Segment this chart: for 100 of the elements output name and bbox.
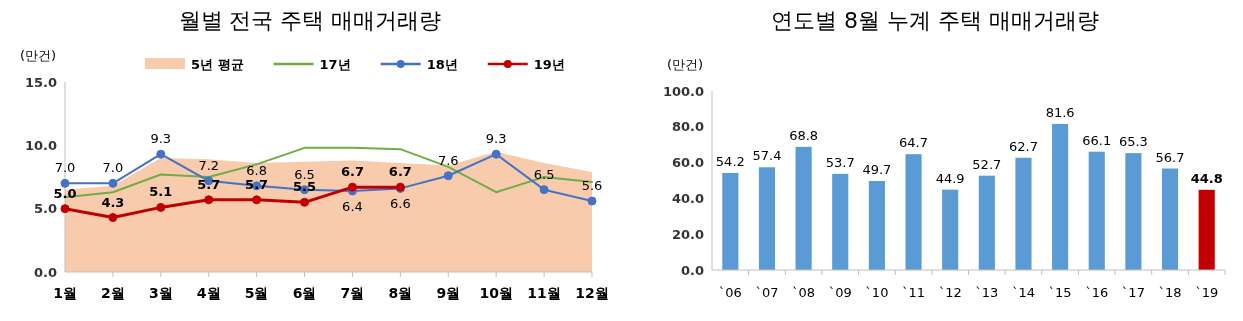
point [347, 182, 357, 192]
data-label: 6.8 [246, 162, 267, 178]
y-tick-label: 80.0 [671, 119, 704, 135]
x-tick-label: 5월 [244, 285, 269, 301]
y-axis-title: (만건) [667, 57, 704, 72]
data-label: 52.7 [972, 156, 1002, 172]
data-label: 68.8 [789, 127, 819, 143]
data-label: 65.3 [1118, 134, 1148, 150]
y-axis-title: (만건) [20, 48, 57, 63]
x-tick-label: `10 [865, 285, 889, 300]
y-tick-label: 40.0 [671, 190, 704, 206]
data-label: 6.6 [390, 196, 411, 212]
data-label: 81.6 [1045, 104, 1075, 120]
bar [832, 173, 849, 270]
data-label: 49.7 [862, 162, 892, 178]
x-tick-label: 8월 [388, 285, 413, 301]
x-tick-label: 9월 [436, 285, 461, 301]
data-label: 9.3 [150, 131, 172, 147]
data-label: 56.7 [1155, 149, 1185, 165]
point [156, 149, 166, 159]
x-tick-label: `17 [1121, 285, 1145, 300]
y-tick-label: 60.0 [671, 155, 704, 171]
x-tick-label: 11월 [527, 285, 561, 301]
x-tick-label: 10월 [479, 285, 513, 301]
data-label: 64.7 [899, 135, 929, 151]
chart-title: 월별 전국 주택 매매거래량 [178, 8, 442, 33]
data-label: 44.9 [935, 170, 965, 186]
bar [905, 154, 922, 270]
y-tick-label: 20.0 [671, 226, 704, 242]
bar [1198, 189, 1215, 270]
x-tick-label: `07 [755, 285, 779, 300]
x-tick-label: `14 [1011, 285, 1035, 300]
y-tick-label: 100.0 [662, 83, 704, 99]
x-tick-label: 12월 [575, 285, 609, 301]
bar [1088, 151, 1105, 270]
x-tick-label: `09 [828, 285, 852, 300]
x-tick-label: `13 [975, 285, 999, 300]
x-tick-label: 1월 [53, 285, 77, 301]
x-tick-label: 4월 [196, 285, 221, 301]
data-label: 6.7 [388, 164, 412, 180]
data-label: 54.2 [715, 153, 745, 169]
legend-label: 18년 [426, 57, 458, 72]
y-tick-label: 0.0 [680, 262, 704, 278]
legend-label: 5년 평균 [191, 57, 244, 72]
data-label: 66.1 [1082, 132, 1112, 148]
data-label: 7.0 [54, 160, 76, 176]
data-label: 5.6 [581, 178, 603, 194]
point [108, 213, 118, 223]
bar [1052, 123, 1069, 270]
point [443, 171, 453, 181]
x-tick-label: 3월 [148, 285, 173, 301]
chart-title: 연도별 8월 누계 주택 매매거래량 [771, 8, 1099, 33]
data-label: 7.2 [198, 157, 220, 173]
data-label: 5.0 [53, 185, 77, 201]
x-tick-label: `12 [938, 285, 962, 300]
data-label: 53.7 [825, 154, 855, 170]
point [587, 196, 597, 206]
x-tick-label: `18 [1158, 285, 1182, 300]
point [300, 197, 310, 207]
x-tick-label: `19 [1195, 285, 1219, 300]
bar [978, 175, 995, 270]
point [108, 178, 118, 188]
y-tick-label: 10.0 [24, 137, 57, 153]
data-label: 6.5 [533, 166, 555, 182]
data-label: 6.5 [294, 166, 315, 182]
data-label: 7.0 [102, 160, 124, 176]
y-tick-label: 0.0 [33, 264, 57, 280]
point [491, 149, 501, 159]
data-label: 62.7 [1008, 138, 1038, 154]
point [539, 185, 549, 195]
data-label: 7.6 [437, 152, 459, 168]
data-label: 57.4 [752, 148, 782, 164]
data-label: 6.4 [342, 198, 363, 214]
data-label: 44.8 [1190, 170, 1223, 186]
data-label: 9.3 [485, 131, 507, 147]
y-tick-label: 15.0 [24, 74, 57, 90]
x-tick-label: `15 [1048, 285, 1072, 300]
legend-label: 19년 [533, 57, 565, 72]
data-label: 5.7 [245, 176, 269, 192]
x-tick-label: `16 [1085, 285, 1109, 300]
bar [795, 146, 812, 270]
legend-label: 17년 [319, 57, 351, 72]
x-tick-label: 6월 [292, 285, 317, 301]
bar [868, 181, 885, 270]
bar [942, 189, 959, 270]
data-label: 4.3 [101, 194, 125, 210]
point [252, 195, 262, 205]
x-tick-label: 7월 [340, 285, 365, 301]
bar [1125, 153, 1142, 270]
data-label: 5.1 [149, 184, 173, 200]
point [204, 195, 214, 205]
point [60, 178, 70, 188]
data-label: 6.7 [340, 164, 364, 180]
x-tick-label: 2월 [101, 285, 125, 301]
x-tick-label: `11 [902, 285, 926, 300]
bar [1161, 168, 1179, 270]
bar [722, 172, 739, 270]
bar [758, 167, 776, 270]
bar [1015, 157, 1032, 270]
x-tick-label: `08 [792, 285, 816, 300]
